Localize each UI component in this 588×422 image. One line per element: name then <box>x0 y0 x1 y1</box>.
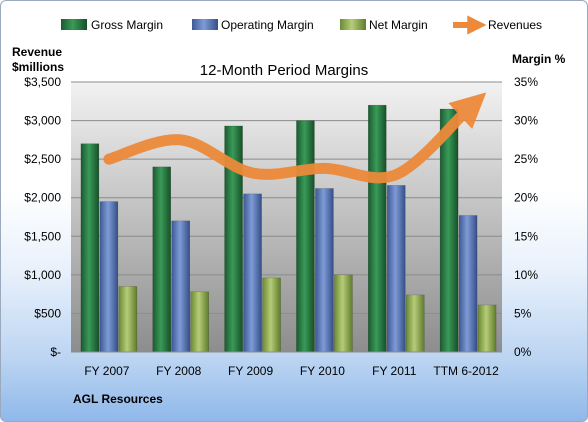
right-axis-ticks: 0% 5% 10% 15% 20% 25% 30% 35% <box>514 75 538 359</box>
net-margin-bar <box>262 277 281 353</box>
plot-area <box>71 82 502 352</box>
gridlines <box>71 81 502 314</box>
category-label: FY 2008 <box>156 364 201 378</box>
legend-label-gross-margin: Gross Margin <box>91 18 163 32</box>
left-axis-ticks: $- $500 $1,000 $1,500 $2,000 $2,500 $3,000 $3,5… <box>24 75 61 359</box>
bar-series <box>80 104 497 353</box>
right-tick-label: 30% <box>514 114 538 128</box>
operating-margin-bar <box>243 193 262 353</box>
operating-margin-bar <box>315 188 334 353</box>
left-tick-label: $3,000 <box>24 114 61 128</box>
footer-company-name: AGL Resources <box>73 392 163 406</box>
legend-swatch-gross-margin <box>61 19 87 30</box>
left-tick-label: $500 <box>34 306 61 320</box>
gross-margin-bar <box>296 120 315 353</box>
gross-margin-bar <box>80 143 100 353</box>
legend: Gross Margin Operating Margin Net Margin… <box>61 15 542 35</box>
gross-margin-bar <box>368 104 387 353</box>
gross-margin-bar <box>152 166 171 353</box>
net-margin-bar <box>118 286 138 353</box>
chart-title: 12-Month Period Margins <box>200 62 368 79</box>
right-tick-label: 20% <box>514 191 538 205</box>
category-label: TTM 6-2012 <box>433 364 499 378</box>
legend-swatch-operating-margin <box>192 19 218 30</box>
right-tick-label: 5% <box>514 306 532 320</box>
category-label: FY 2007 <box>84 364 129 378</box>
legend-swatch-net-margin <box>340 19 366 30</box>
operating-margin-bar <box>387 185 406 353</box>
left-tick-label: $3,500 <box>24 75 61 89</box>
left-axis-title-line-1: Revenue <box>12 45 62 59</box>
right-tick-label: 35% <box>514 75 538 89</box>
revenue-line-path <box>103 92 487 184</box>
left-tick-label: $2,500 <box>24 152 61 166</box>
left-tick-label: $- <box>50 345 61 359</box>
right-axis-title: Margin % <box>512 52 566 66</box>
legend-label-operating-margin: Operating Margin <box>221 18 314 32</box>
net-margin-bar <box>406 294 425 353</box>
net-margin-bar <box>190 291 209 353</box>
right-tick-label: 0% <box>514 345 532 359</box>
category-label: FY 2011 <box>372 364 417 378</box>
legend-label-revenues: Revenues <box>488 18 542 32</box>
right-tick-label: 25% <box>514 152 538 166</box>
left-axis-title-line-2: $millions <box>12 60 64 74</box>
right-tick-label: 10% <box>514 268 538 282</box>
right-tick-label: 15% <box>514 229 538 243</box>
revenue-line <box>103 92 487 184</box>
net-margin-bar <box>334 274 353 353</box>
gross-margin-bar <box>439 108 459 353</box>
left-tick-label: $1,000 <box>24 268 61 282</box>
net-margin-bar <box>477 304 497 353</box>
left-tick-label: $2,000 <box>24 191 61 205</box>
operating-margin-bar <box>171 220 190 353</box>
legend-label-net-margin: Net Margin <box>369 18 428 32</box>
category-labels: FY 2007 FY 2008 FY 2009 FY 2010 FY 2011 TTM 6… <box>84 364 499 378</box>
left-tick-label: $1,500 <box>24 229 61 243</box>
category-label: FY 2009 <box>228 364 273 378</box>
category-label: FY 2010 <box>300 364 345 378</box>
operating-margin-bar <box>99 201 119 353</box>
operating-margin-bar <box>458 215 478 353</box>
